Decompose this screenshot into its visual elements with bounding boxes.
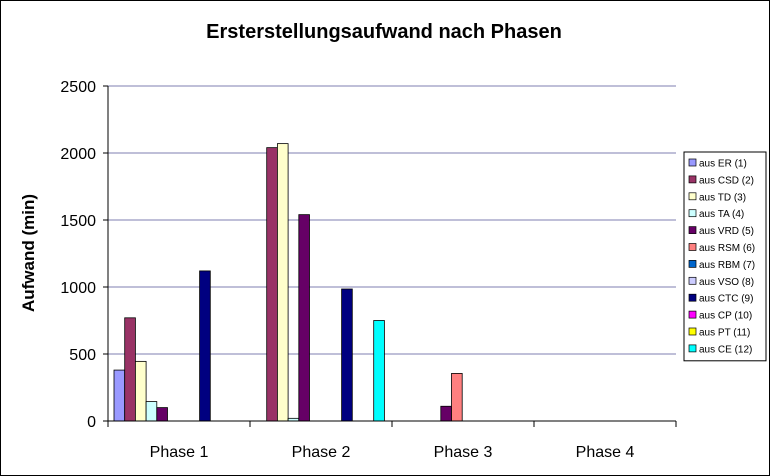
legend-label: aus CSD (2) [699,175,754,186]
bar [124,317,136,422]
bar [440,405,452,422]
y-tick-label: 2500 [60,79,96,96]
y-tick-labels: 0 500 1000 1500 2000 2500 [60,79,96,431]
y-tick-label: 1500 [60,213,96,230]
bar [145,401,158,422]
legend-swatch [688,344,697,353]
y-tick-label: 500 [69,347,96,364]
bar [156,407,168,422]
legend-label: aus RBM (7) [699,260,755,271]
bar [113,369,126,422]
chart-title: Ersterstellungsaufwand nach Phasen [206,21,562,43]
y-tick-label: 1000 [60,280,96,297]
legend-label: aus RSM (6) [699,243,755,254]
bar [134,360,147,422]
x-tick-labels: Phase 1 Phase 2 Phase 3 Phase 4 [150,444,635,461]
legend-swatch [688,226,697,234]
legend-swatch [688,293,697,302]
legend-swatch [688,158,697,167]
x-tick-label: Phase 3 [434,444,493,461]
legend-label: aus CE (12) [699,344,752,355]
bar [199,270,211,422]
y-tick-label: 0 [87,414,96,431]
legend-swatch [688,327,697,336]
legend-label: aus TD (3) [699,192,746,203]
bar [276,143,289,422]
y-axis-label: Aufwand (min) [19,194,38,312]
gridlines [108,85,676,355]
legend-label: aus VSO (8) [699,277,754,288]
legend-label: aus CP (10) [699,311,752,322]
legend-label: aus ER (1) [699,159,747,170]
legend-swatch [688,175,697,184]
bar [298,214,310,422]
legend-label: aus VRD (5) [699,226,754,237]
bar [373,320,385,422]
legend: aus ER (1) aus CSD (2) aus TD (3) aus TA (4… [683,151,767,362]
legend-swatch [688,260,697,268]
legend-swatch [688,192,697,201]
bar [266,147,278,422]
bar [341,288,353,422]
legend-swatch [688,209,697,218]
legend-box [683,151,767,362]
x-tick-label: Phase 2 [292,444,351,461]
bar [451,373,463,422]
legend-swatch [688,276,697,285]
legend-swatch [688,243,697,251]
legend-label: aus PT (11) [699,328,750,339]
axes [103,85,677,427]
legend-label: aus CTC (9) [699,294,753,305]
legend-label: aus TA (4) [699,209,744,220]
x-tick-label: Phase 1 [150,444,209,461]
legend-swatch [688,310,697,319]
bars-group [113,143,463,422]
x-tick-label: Phase 4 [576,444,635,461]
y-tick-label: 2000 [60,146,96,163]
